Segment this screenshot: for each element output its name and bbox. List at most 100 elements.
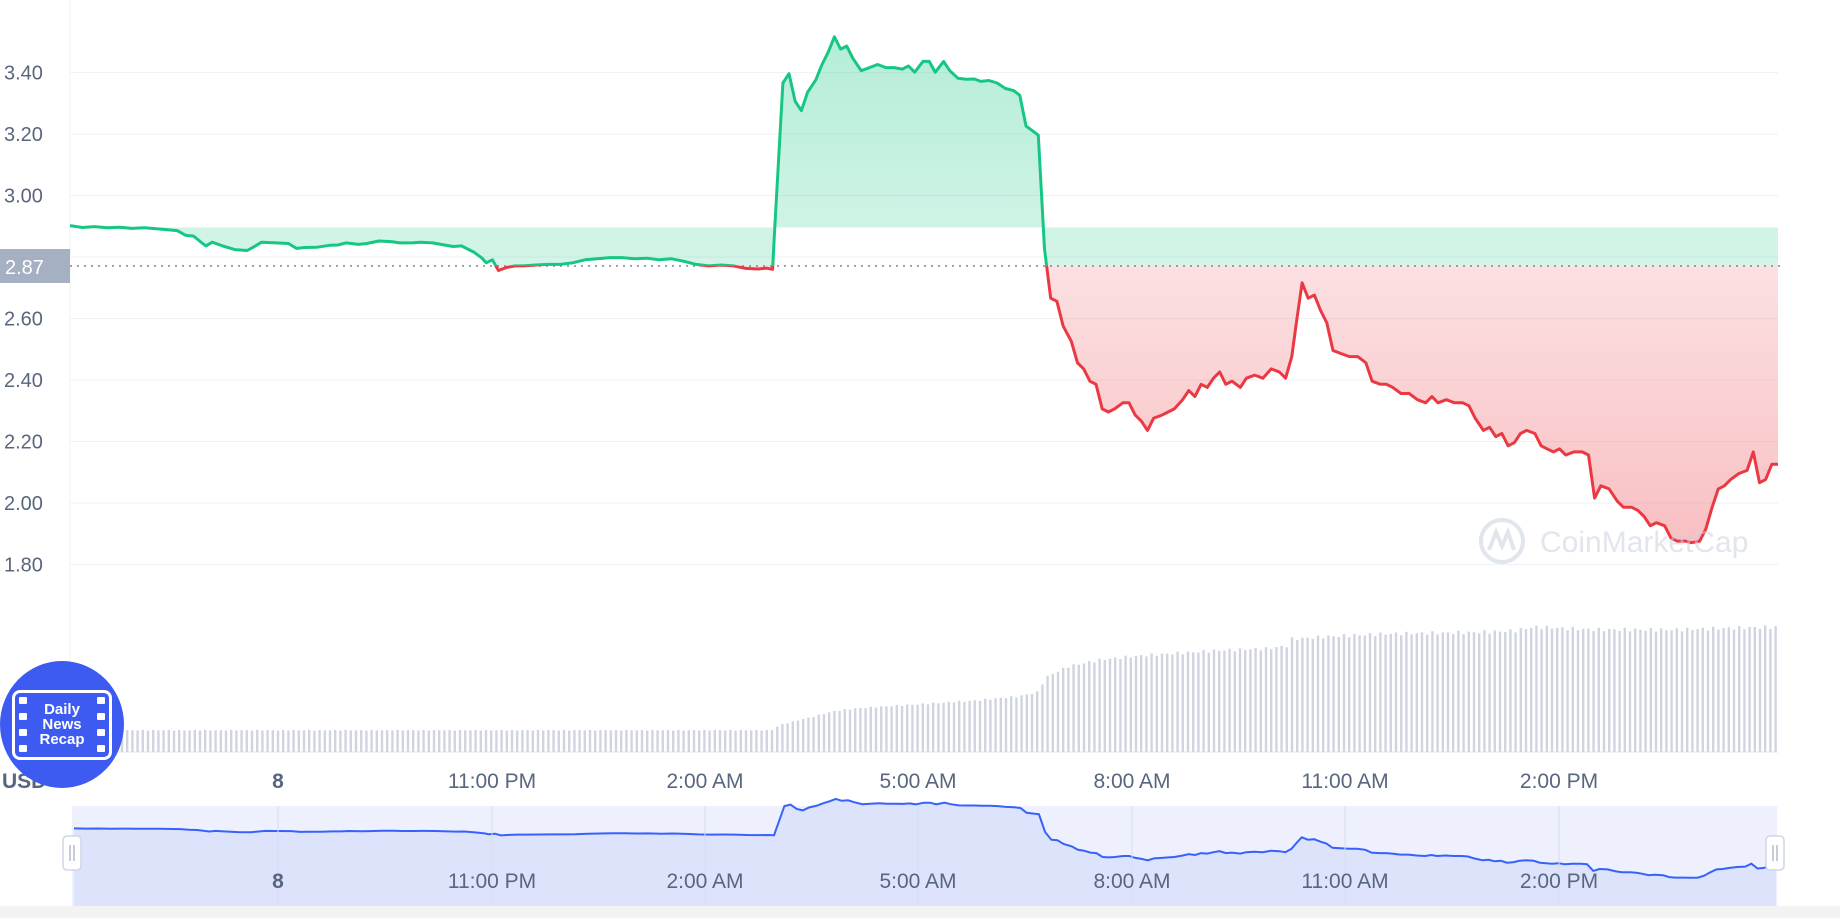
navigator-right-handle[interactable] <box>1765 835 1785 871</box>
volume-bar <box>1254 648 1257 752</box>
volume-bar <box>386 730 389 752</box>
volume-bar <box>1093 662 1096 752</box>
volume-bar <box>422 729 425 752</box>
volume-bar <box>911 704 914 752</box>
volume-bar <box>614 730 618 752</box>
volume-bar <box>1332 636 1335 752</box>
y-tick-label: 2.40 <box>4 370 43 392</box>
volume-bar <box>1197 652 1200 752</box>
navigator-left-handle[interactable] <box>62 835 82 871</box>
volume-bar <box>770 730 774 752</box>
volume-bar <box>552 730 555 752</box>
volume-bar <box>1145 656 1148 752</box>
volume-bar <box>1738 626 1741 752</box>
volume-bar <box>1774 626 1777 752</box>
volume-bar <box>796 720 800 752</box>
volume-bar <box>1098 658 1101 752</box>
volume-bar <box>521 730 524 752</box>
volume-bar <box>1446 632 1450 752</box>
volume-bar <box>1706 630 1710 752</box>
volume-bar <box>718 730 722 752</box>
volume-bar <box>1301 637 1304 752</box>
volume-bar <box>1727 627 1730 752</box>
volume-bar <box>1623 627 1626 752</box>
volume-bar <box>1405 631 1408 752</box>
volume-bar <box>1129 657 1132 752</box>
volume-bar <box>136 730 139 752</box>
badge-line-3: Recap <box>39 731 85 748</box>
volume-bar <box>1649 628 1652 752</box>
volume-bar <box>328 730 332 752</box>
watermark: CoinMarketCap <box>1479 518 1748 564</box>
price-area-fills <box>70 36 1778 543</box>
volume-bar <box>302 730 306 752</box>
volume-bar <box>906 704 909 752</box>
navigator-label: 8:00 AM <box>1093 870 1170 893</box>
volume-bar <box>916 704 919 752</box>
y-tick-label: 1.80 <box>4 555 43 577</box>
volume-bar <box>1576 630 1580 752</box>
volume-bar <box>1764 625 1767 752</box>
volume-bar <box>479 730 482 752</box>
volume-bar <box>926 704 930 752</box>
volume-bar <box>344 729 347 752</box>
y-tick-label: 3.20 <box>4 124 43 146</box>
volume-bar <box>1171 654 1174 752</box>
volume-bar <box>282 729 285 752</box>
volume-bar <box>224 730 228 752</box>
volume-bar <box>391 730 394 752</box>
volume-bar <box>1124 655 1127 752</box>
volume-bar <box>1020 695 1023 752</box>
volume-bar <box>516 730 519 752</box>
volume-bar <box>724 730 727 752</box>
volume-bar <box>1088 661 1091 752</box>
volume-bar <box>1223 650 1226 752</box>
volume-bar <box>942 702 945 752</box>
volume-bar <box>1327 635 1330 752</box>
volume-bar <box>1160 653 1164 752</box>
navigator-label: 2:00 PM <box>1520 870 1598 893</box>
volume-bar <box>1561 627 1564 752</box>
volume-bar <box>448 730 451 752</box>
volume-bar <box>833 710 836 752</box>
volume-bar <box>672 730 675 752</box>
volume-bar <box>276 730 280 752</box>
volume-bar <box>1015 697 1018 752</box>
navigator[interactable]: 8 11:00 PM 2:00 AM 5:00 AM 8:00 AM 11:00 AM 2:… <box>62 797 1785 906</box>
volume-bar <box>313 730 316 752</box>
volume-bar <box>198 730 202 752</box>
volume-bar <box>968 700 971 752</box>
volume-bar <box>1186 651 1190 752</box>
volume-bar <box>1400 635 1403 752</box>
volume-bar <box>1249 649 1252 752</box>
volume-bar <box>1504 632 1507 752</box>
volume-bar <box>1514 632 1517 752</box>
navigator-series <box>73 797 1776 906</box>
volume-bar <box>1524 629 1528 752</box>
volume-bar <box>1218 650 1221 752</box>
volume-bar <box>432 730 436 752</box>
volume-bar <box>750 730 753 752</box>
volume-bar <box>266 730 269 752</box>
volume-bar <box>864 708 867 752</box>
volume-bar <box>349 730 352 752</box>
volume-bar <box>323 730 326 752</box>
volume-bar <box>474 730 477 752</box>
volume-bar <box>635 730 638 752</box>
daily-news-recap-badge[interactable]: Daily News Recap <box>0 661 124 788</box>
volume-bar <box>1337 637 1340 752</box>
volume-bar <box>588 729 592 752</box>
volume-bar <box>235 730 238 752</box>
volume-bar <box>869 706 872 752</box>
navigator-label: 5:00 AM <box>879 870 956 893</box>
x-tick-label: 8:00 AM <box>1093 770 1170 793</box>
volume-bar <box>1134 655 1138 752</box>
volume-bar <box>375 730 378 752</box>
volume-bar <box>1150 653 1153 752</box>
reference-price-value: 2.87 <box>5 257 44 279</box>
volume-bar <box>791 721 794 752</box>
volume-bar <box>1415 633 1418 752</box>
volume-bar <box>1472 632 1476 752</box>
volume-bar <box>880 706 883 752</box>
